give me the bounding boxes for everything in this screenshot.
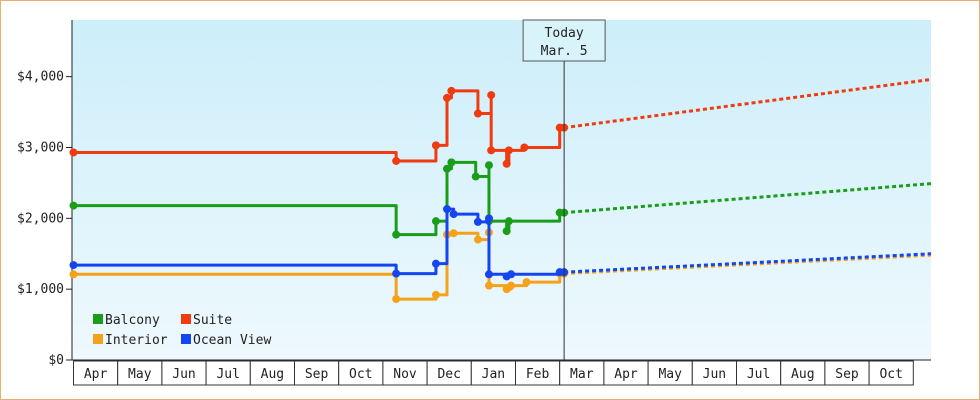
x-tick-label: Jun bbox=[172, 367, 195, 382]
data-point bbox=[502, 227, 511, 236]
legend-label: Interior bbox=[105, 333, 168, 348]
data-point bbox=[69, 201, 78, 210]
x-tick-label: Jan bbox=[482, 367, 505, 382]
y-axis: $0 $1,000 $2,000 $3,000 $4,000 bbox=[17, 20, 73, 368]
data-point bbox=[447, 158, 456, 167]
data-point bbox=[392, 295, 401, 304]
data-point bbox=[484, 281, 493, 290]
data-point bbox=[484, 214, 493, 223]
x-month-cell bbox=[691, 360, 737, 386]
legend-swatch bbox=[181, 334, 191, 344]
today-marker: Today Mar. 5 bbox=[522, 19, 606, 360]
y-tick-label: $2,000 bbox=[17, 211, 64, 226]
x-month-cell bbox=[603, 360, 649, 386]
x-tick-label: Oct bbox=[349, 367, 372, 382]
data-point bbox=[522, 278, 531, 287]
data-point bbox=[471, 172, 480, 181]
today-label: Today bbox=[545, 26, 584, 41]
x-month-cell bbox=[559, 360, 605, 386]
data-point bbox=[442, 93, 451, 102]
series-lines bbox=[69, 78, 932, 304]
y-tick-label: $4,000 bbox=[17, 70, 64, 85]
y-tick-label: $3,000 bbox=[17, 141, 64, 156]
y-tick-label: $0 bbox=[48, 353, 64, 368]
x-month-cell bbox=[161, 360, 207, 386]
x-month-cell bbox=[382, 360, 428, 386]
x-tick-label: Mar bbox=[570, 367, 594, 382]
x-month-cell bbox=[824, 360, 870, 386]
x-tick-label: May bbox=[658, 367, 682, 382]
data-point bbox=[473, 235, 482, 244]
x-axis: Apr May Jun Jul Aug Sep Oct Nov Dec Jan Feb Mar Apr M… bbox=[72, 359, 931, 386]
plot-area-background bbox=[72, 20, 931, 360]
data-point bbox=[520, 143, 529, 152]
legend-swatch bbox=[93, 314, 103, 324]
legend-label: Balcony bbox=[105, 313, 160, 328]
x-month-cell bbox=[470, 360, 516, 386]
data-point bbox=[431, 290, 440, 299]
data-point bbox=[473, 217, 482, 226]
data-point bbox=[473, 109, 482, 118]
data-point bbox=[431, 141, 440, 150]
series-projection bbox=[563, 78, 932, 130]
legend-swatch bbox=[93, 334, 103, 344]
x-tick-label: Dec bbox=[437, 367, 460, 382]
data-point bbox=[392, 230, 401, 239]
legend: Balcony Suite Interior Ocean View bbox=[93, 313, 271, 348]
legend-label: Suite bbox=[193, 313, 232, 328]
data-point bbox=[442, 205, 451, 214]
data-point bbox=[484, 270, 493, 279]
data-point bbox=[392, 269, 401, 278]
data-point bbox=[431, 259, 440, 268]
data-point bbox=[487, 146, 496, 155]
data-point bbox=[487, 91, 496, 100]
x-tick-label: Aug bbox=[791, 367, 814, 382]
x-tick-label: Jul bbox=[216, 367, 239, 382]
data-point bbox=[484, 161, 493, 170]
y-tick-label: $1,000 bbox=[17, 282, 64, 297]
x-month-cell bbox=[205, 360, 251, 386]
legend-swatch bbox=[181, 314, 191, 324]
today-date: Mar. 5 bbox=[541, 44, 588, 59]
data-point bbox=[431, 217, 440, 226]
x-month-cell bbox=[117, 360, 163, 386]
x-tick-label: Sep bbox=[305, 367, 329, 382]
x-month-cell bbox=[73, 360, 119, 386]
x-tick-label: Apr bbox=[614, 367, 638, 382]
data-point bbox=[507, 281, 516, 290]
x-month-cell bbox=[868, 360, 914, 386]
data-point bbox=[507, 270, 516, 279]
x-month-cell bbox=[736, 360, 782, 386]
data-point bbox=[502, 159, 511, 168]
data-point bbox=[504, 217, 513, 226]
x-tick-label: Aug bbox=[261, 367, 284, 382]
x-tick-label: Apr bbox=[84, 367, 108, 382]
series-projection bbox=[564, 182, 932, 215]
data-point bbox=[69, 261, 78, 270]
data-point bbox=[69, 270, 78, 279]
today-label-box bbox=[522, 19, 606, 62]
data-point bbox=[69, 148, 78, 157]
x-tick-label: Sep bbox=[835, 367, 859, 382]
series-projection bbox=[564, 252, 932, 274]
x-tick-label: Jul bbox=[747, 367, 770, 382]
data-point bbox=[504, 146, 513, 155]
x-tick-label: Jun bbox=[703, 367, 726, 382]
x-tick-label: May bbox=[128, 367, 152, 382]
data-point bbox=[442, 164, 451, 173]
legend-label: Ocean View bbox=[193, 333, 271, 348]
x-tick-label: Feb bbox=[526, 367, 550, 382]
data-point bbox=[447, 86, 456, 95]
data-point bbox=[392, 156, 401, 165]
x-tick-label: Nov bbox=[393, 367, 417, 382]
x-month-cell bbox=[249, 360, 296, 386]
x-tick-label: Oct bbox=[879, 367, 902, 382]
data-point bbox=[449, 229, 458, 238]
data-point bbox=[449, 210, 458, 219]
